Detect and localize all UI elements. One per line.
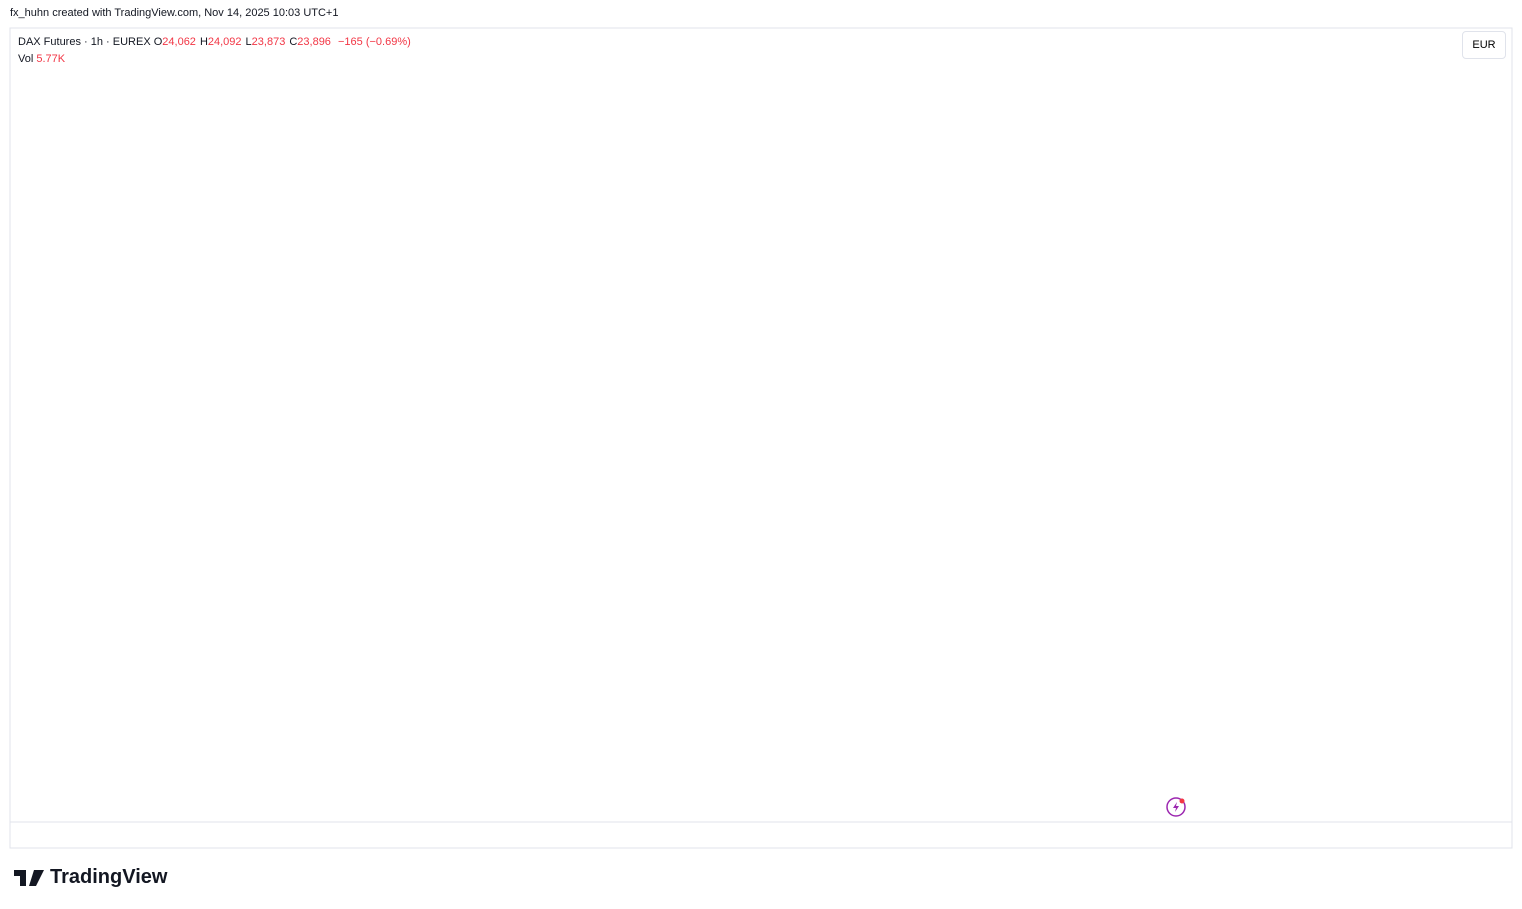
ohlc-value: 24,092	[207, 36, 242, 48]
ohlc-value: 23,896	[297, 36, 331, 48]
ohlc-key: H	[199, 36, 208, 48]
frame	[9, 27, 1513, 849]
ohlc-value: 23,873	[251, 36, 286, 48]
header: fx_huhn created with TradingView.com, No…	[10, 7, 339, 19]
brand[interactable]: TradingView	[14, 866, 167, 889]
ohlc-value: 24,062	[162, 36, 196, 48]
vol-key: Vol	[18, 53, 34, 65]
ohlc-key: C	[289, 36, 298, 48]
ohlc-key: O	[153, 36, 163, 48]
ohlc-key: L	[245, 36, 252, 48]
brand-logo	[14, 869, 44, 886]
currency-button[interactable]: EUR	[1462, 31, 1506, 59]
change: −165 (−0.69%)	[338, 36, 411, 48]
alert-icon[interactable]	[1166, 797, 1186, 817]
legend: DAX Futures · 1h · EUREX O24,062 H24,092 L…	[18, 34, 411, 68]
brand-name: TradingView	[50, 866, 168, 888]
symbol: DAX Futures · 1h · EUREX	[18, 36, 151, 48]
vol-value: 5.77K	[36, 53, 66, 65]
